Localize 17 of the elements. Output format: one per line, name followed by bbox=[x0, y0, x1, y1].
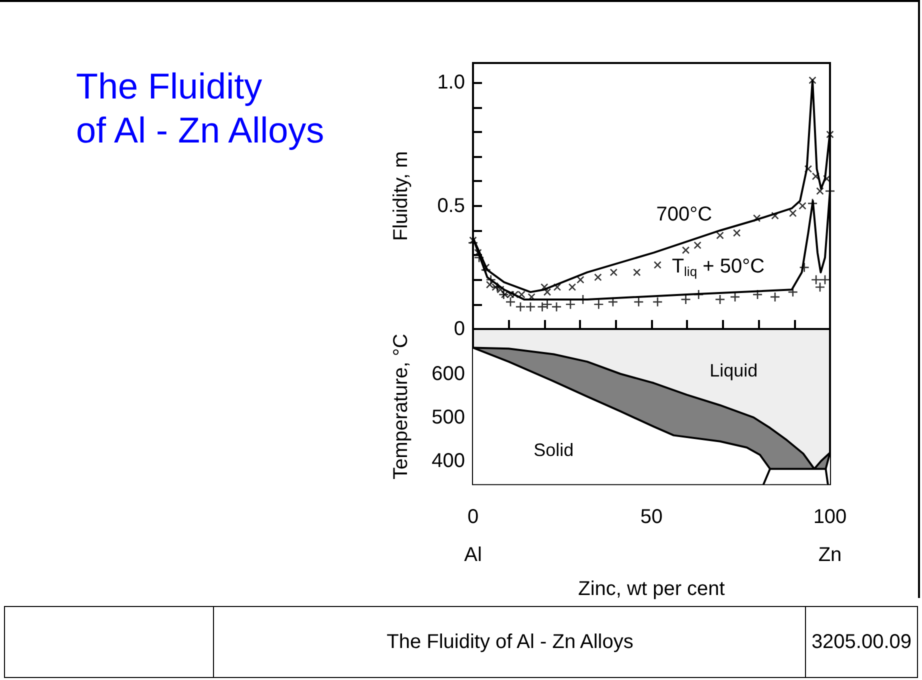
text: The Fluidity of Al - Zn Alloys bbox=[76, 66, 324, 150]
footer-frame: The Fluidity of Al - Zn Alloys 3205.00.09 bbox=[4, 606, 918, 678]
y-tick-label: 1.0 bbox=[437, 72, 465, 94]
y-tick-label: 400 bbox=[432, 450, 465, 472]
y-tick-label: 600 bbox=[432, 362, 465, 385]
y-tick-label: 0 bbox=[454, 318, 465, 340]
y-axis-title: Temperature, °C bbox=[390, 334, 412, 480]
y-tick-label: 500 bbox=[432, 406, 465, 428]
series-label: 700°C bbox=[656, 203, 712, 226]
x-axis-title: Zinc, wt per cent bbox=[578, 578, 726, 600]
y-axis-title: Fluidity, m bbox=[390, 151, 412, 241]
annotation: Solid bbox=[534, 440, 574, 460]
annotation: Liquid bbox=[710, 360, 758, 381]
x-tick-label: 100 Zn bbox=[813, 506, 847, 566]
y-tick-label: 0.5 bbox=[437, 194, 465, 217]
x-tick-label: 50 bbox=[640, 506, 663, 528]
x-tick-label: 0 Al bbox=[464, 506, 482, 566]
